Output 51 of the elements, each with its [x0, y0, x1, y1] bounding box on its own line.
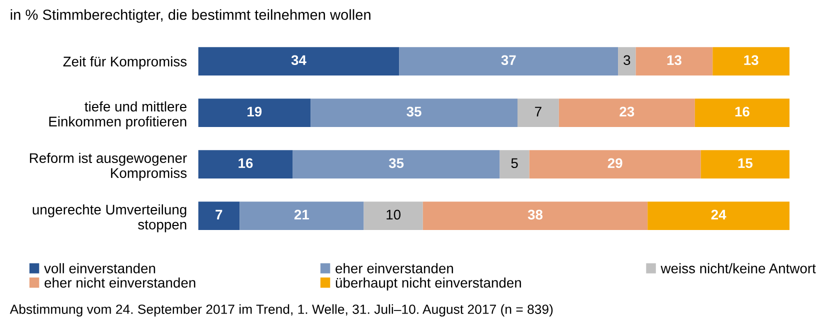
chart-title: in % Stimmberechtigter, die bestimmt teilnehmen wollen: [10, 9, 370, 23]
y-tick-label: ungerechte Umverteilung stoppen: [32, 204, 186, 232]
legend-label: eher einverstanden: [336, 263, 454, 274]
data-label: 37: [501, 55, 516, 66]
data-label: 13: [744, 55, 758, 66]
bar: [292, 150, 500, 178]
data-label: 16: [735, 106, 750, 117]
bar: [198, 47, 400, 76]
bar: [500, 150, 530, 178]
y-tick-label: tiefe und mittlere Einkommen profitieren: [49, 101, 186, 130]
bar: [198, 150, 293, 178]
data-label: 24: [711, 210, 726, 220]
y-tick-label: Zeit für Kompromiss: [63, 56, 187, 70]
bar: [700, 150, 790, 178]
bar: [558, 98, 695, 127]
legend-label: eher nicht einverstanden: [44, 277, 196, 288]
bar: [422, 202, 648, 230]
bar: [364, 202, 423, 230]
data-label: 3: [624, 55, 630, 66]
bar: [399, 47, 618, 76]
data-label: 29: [608, 158, 622, 168]
bar: [518, 98, 559, 127]
data-label: 5: [511, 158, 518, 168]
data-label: 21: [294, 210, 310, 220]
data-label: 23: [620, 106, 634, 117]
data-label: 35: [406, 106, 422, 117]
data-label: 7: [216, 210, 222, 220]
data-label: 13: [667, 55, 682, 66]
data-label: 38: [528, 210, 543, 220]
bar: [198, 202, 240, 230]
data-label: 15: [738, 158, 753, 168]
data-label: 19: [248, 106, 262, 117]
y-tick-label: Reform ist ausgewogener Kompromiss: [30, 152, 187, 181]
bar: [648, 202, 790, 230]
bar: [529, 150, 701, 178]
data-label: 10: [386, 210, 401, 220]
data-label: 16: [238, 158, 253, 168]
bar: [198, 98, 311, 127]
bar: [240, 202, 364, 230]
bar: [712, 47, 790, 76]
legend-label: voll einverstanden: [44, 263, 156, 274]
legend-label: überhaupt nicht einverstanden: [336, 277, 521, 290]
data-label: 35: [388, 158, 404, 168]
bar: [636, 47, 713, 76]
bar: [694, 98, 790, 127]
bar: [310, 98, 518, 127]
legend-label: weiss nicht/keine Antwort: [660, 263, 816, 274]
text: Abstimmung vom 24. September 2017 im Trend, 1. Welle, 31. Juli–10. August 2017 (n = 839): [10, 304, 553, 317]
bar: [618, 47, 636, 76]
data-label: 7: [535, 106, 542, 116]
data-label: 34: [291, 55, 306, 66]
